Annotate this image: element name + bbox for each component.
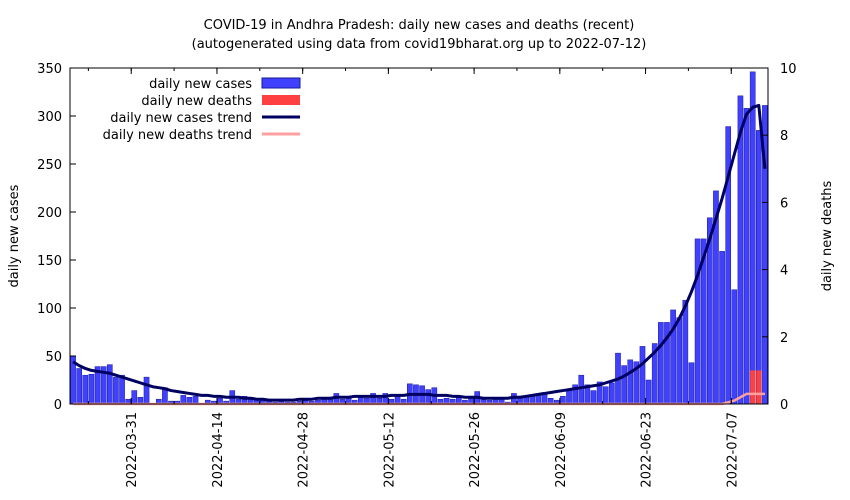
cases-bar [621, 365, 627, 405]
y-tick-label-right: 6 [780, 196, 788, 211]
cases-bars [70, 71, 768, 405]
cases-bar [743, 108, 750, 405]
y-tick-label-left: 0 [54, 398, 62, 413]
y-tick-label-left: 350 [37, 62, 62, 77]
x-tick-label: 2022-03-31 [125, 412, 140, 488]
x-tick-label: 2022-05-12 [382, 412, 397, 488]
cases-bar [180, 395, 187, 405]
cases-bar [609, 382, 615, 405]
cases-bar [82, 374, 89, 405]
legend-swatch-deaths [262, 95, 300, 105]
cases-bar [425, 389, 431, 405]
cases-bar [682, 300, 689, 405]
cases-bar [688, 362, 695, 405]
x-tick-label: 2022-04-14 [211, 412, 226, 488]
cases-bar [719, 251, 725, 405]
y-tick-label-right: 10 [780, 62, 797, 77]
legend-label-cases: daily new cases [149, 77, 252, 92]
cases-bar [658, 322, 664, 405]
cases-bar [119, 374, 125, 405]
deaths-bar [750, 370, 756, 404]
cases-bar [131, 390, 138, 405]
cases-bar [113, 376, 119, 405]
cases-bar [676, 317, 683, 405]
legend-label-deaths-trend: daily new deaths trend [103, 128, 252, 143]
y-axis-label-left: daily new cases [7, 184, 22, 287]
y-tick-label-left: 200 [37, 206, 62, 221]
y-tick-label-left: 100 [37, 302, 62, 317]
x-tick-label: 2022-06-23 [640, 412, 655, 488]
y-tick-label-right: 8 [780, 129, 788, 144]
right-axis: 0 2 4 6 8 10 [762, 62, 797, 413]
y-tick-label-left: 300 [37, 110, 62, 125]
cases-bar [749, 71, 756, 405]
x-tick-label: 2022-06-09 [554, 412, 569, 488]
cases-bar [566, 390, 572, 405]
cases-trend-line [72, 103, 767, 402]
legend-label-cases-trend: daily new cases trend [110, 111, 252, 126]
cases-bar [143, 376, 150, 405]
x-tick-label: 2022-04-28 [297, 412, 312, 488]
x-tick-label: 2022-07-07 [725, 412, 740, 488]
y-tick-label-left: 250 [37, 158, 62, 173]
y-axis-label-right: daily new deaths [820, 180, 835, 291]
cases-bar [694, 238, 701, 405]
cases-bar [590, 390, 597, 405]
deaths-bars [750, 370, 762, 404]
legend-swatch-cases [261, 77, 301, 89]
y-tick-label-left: 50 [45, 350, 62, 365]
y-tick-label-right: 0 [780, 398, 788, 413]
chart-subtitle: (autogenerated using data from covid19bh… [192, 37, 647, 52]
cases-bar [578, 374, 585, 405]
y-tick-label-right: 2 [780, 331, 788, 346]
y-tick-label-left: 150 [37, 254, 62, 269]
cases-bar [627, 359, 634, 405]
left-axis: 0 50 100 150 200 250 300 350 [37, 62, 76, 413]
legend: daily new cases daily new deaths daily n… [103, 77, 301, 143]
deaths-bar [756, 370, 762, 404]
cases-bar [639, 346, 646, 405]
x-tick-label: 2022-05-26 [468, 412, 483, 488]
y-tick-label-right: 4 [780, 264, 788, 279]
x-axis: 2022-03-31 2022-04-14 2022-04-28 2022-05-12… [87, 68, 740, 488]
cases-bar [76, 368, 82, 405]
cases-bar [645, 379, 652, 405]
cases-bar [106, 364, 113, 405]
legend-label-deaths: daily new deaths [141, 94, 252, 109]
plot-border [69, 67, 769, 405]
cases-bar [88, 373, 95, 405]
cases-bar [731, 289, 738, 405]
cases-bar [602, 386, 609, 405]
cases-bar [756, 130, 762, 405]
chart-title: COVID-19 in Andhra Pradesh: daily new ca… [204, 18, 635, 33]
